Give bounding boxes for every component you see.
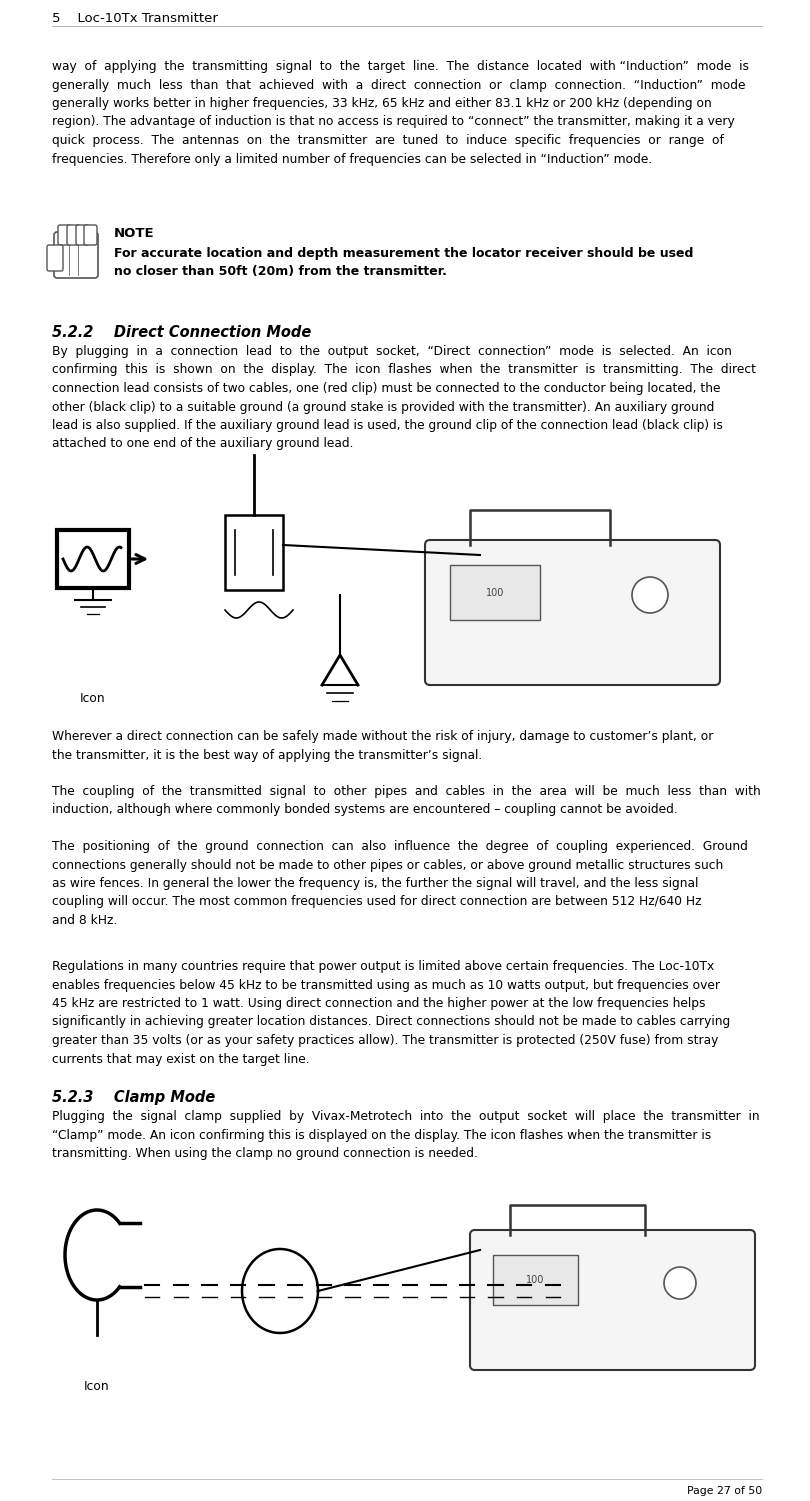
Circle shape <box>664 1267 696 1298</box>
Bar <box>450 564 540 620</box>
Bar <box>225 515 283 590</box>
Text: Regulations in many countries require that power output is limited above certain: Regulations in many countries require th… <box>52 961 731 1066</box>
FancyBboxPatch shape <box>470 1229 755 1370</box>
Text: Page 27 of 50: Page 27 of 50 <box>687 1486 762 1496</box>
Text: 100: 100 <box>486 588 504 597</box>
FancyBboxPatch shape <box>76 225 89 245</box>
FancyBboxPatch shape <box>84 225 97 245</box>
Text: 5.2.2    Direct Connection Mode: 5.2.2 Direct Connection Mode <box>52 326 311 341</box>
FancyBboxPatch shape <box>47 245 63 272</box>
Bar <box>57 530 129 588</box>
Text: By  plugging  in  a  connection  lead  to  the  output  socket,  “Direct  connec: By plugging in a connection lead to the … <box>52 345 756 450</box>
Text: Plugging  the  signal  clamp  supplied  by  Vivax-Metrotech  into  the  output  : Plugging the signal clamp supplied by Vi… <box>52 1111 760 1160</box>
Text: 5    Loc-10Tx Transmitter: 5 Loc-10Tx Transmitter <box>52 12 218 26</box>
FancyBboxPatch shape <box>425 540 720 684</box>
Text: Wherever a direct connection can be safely made without the risk of injury, dama: Wherever a direct connection can be safe… <box>52 729 714 761</box>
Circle shape <box>632 576 668 612</box>
Bar <box>493 1255 578 1304</box>
FancyBboxPatch shape <box>58 225 71 245</box>
FancyBboxPatch shape <box>54 233 98 278</box>
Text: For accurate location and depth measurement the locator receiver should be used
: For accurate location and depth measurem… <box>114 248 693 279</box>
Text: 5.2.3    Clamp Mode: 5.2.3 Clamp Mode <box>52 1090 215 1105</box>
FancyBboxPatch shape <box>67 225 80 245</box>
Text: way  of  applying  the  transmitting  signal  to  the  target  line.  The  dista: way of applying the transmitting signal … <box>52 60 749 165</box>
Text: Icon: Icon <box>84 1379 110 1393</box>
Text: The  coupling  of  the  transmitted  signal  to  other  pipes  and  cables  in  : The coupling of the transmitted signal t… <box>52 785 761 817</box>
Text: Icon: Icon <box>80 692 106 705</box>
Text: NOTE: NOTE <box>114 227 155 240</box>
Text: The  positioning  of  the  ground  connection  can  also  influence  the  degree: The positioning of the ground connection… <box>52 841 748 928</box>
Text: 100: 100 <box>526 1274 544 1285</box>
